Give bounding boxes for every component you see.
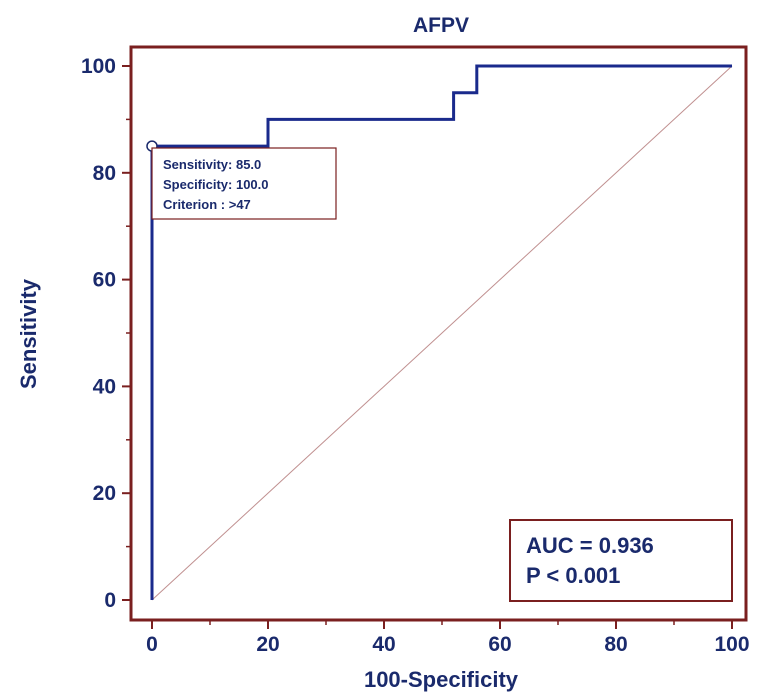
y-axis-label: Sensitivity	[16, 278, 41, 389]
annotation-box	[151, 147, 337, 220]
x-tick-label: 60	[488, 633, 511, 656]
y-tick-label: 80	[93, 162, 116, 185]
criterion-annotation: Sensitivity: 85.0 Specificity: 100.0 Cri…	[151, 147, 337, 220]
stats-box: AUC = 0.936 P < 0.001	[509, 519, 733, 602]
stats-frame	[509, 519, 733, 602]
annotation-sensitivity: Sensitivity: 85.0	[163, 157, 261, 172]
x-axis-ticks: 0 20 40 60 80 100	[146, 620, 750, 656]
y-tick-label: 100	[81, 55, 116, 78]
series-layer	[150, 64, 733, 601]
y-tick-label: 20	[93, 482, 116, 505]
y-tick-label: 40	[93, 375, 116, 398]
x-tick-label: 100	[714, 633, 749, 656]
chart-title: AFPV	[413, 14, 469, 37]
roc-curve	[150, 64, 732, 600]
reference-diagonal	[151, 65, 733, 601]
x-tick-label: 40	[372, 633, 395, 656]
annotation-specificity: Specificity: 100.0	[163, 177, 269, 192]
y-tick-label: 60	[93, 269, 116, 292]
y-axis-ticks: 0 20 40 60 80 100	[81, 55, 131, 612]
y-tick-label: 0	[104, 589, 116, 612]
x-axis-label: 100-Specificity	[364, 667, 519, 692]
x-tick-label: 0	[146, 633, 158, 656]
p-value: P < 0.001	[526, 563, 620, 588]
x-tick-label: 80	[604, 633, 627, 656]
x-tick-label: 20	[256, 633, 279, 656]
annotation-criterion: Criterion : >47	[163, 197, 251, 212]
auc-value: AUC = 0.936	[526, 533, 654, 558]
